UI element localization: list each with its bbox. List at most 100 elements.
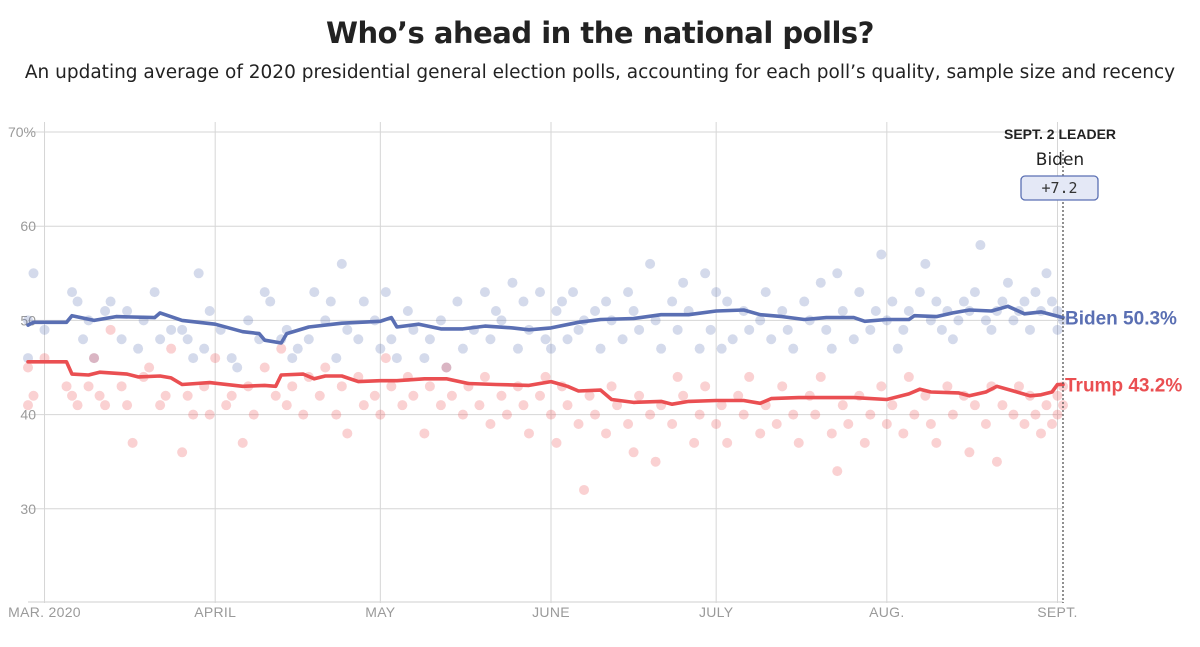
poll-dot-biden (100, 305, 111, 316)
poll-dot-trump (1035, 428, 1046, 439)
poll-dot-trump (518, 400, 529, 411)
poll-dot-trump (700, 381, 711, 392)
poll-dot-biden (188, 353, 199, 364)
poll-dot-biden (435, 315, 446, 326)
poll-dot-biden (496, 315, 507, 326)
x-tick-label: JULY (699, 604, 734, 620)
poll-dot-biden (705, 324, 716, 335)
poll-dot-trump (182, 390, 193, 401)
poll-dot-trump (210, 353, 221, 364)
poll-dot-biden (485, 334, 496, 345)
poll-dot-trump (369, 390, 380, 401)
poll-dot-biden (419, 353, 430, 364)
poll-dot-trump (534, 390, 545, 401)
poll-dot-trump (716, 400, 727, 411)
poll-dot-biden (408, 324, 419, 335)
chart-grid (28, 122, 1063, 603)
poll-dot-trump (226, 390, 237, 401)
poll-dot-trump (1052, 409, 1063, 420)
poll-dot-trump (777, 381, 788, 392)
poll-dot-trump (127, 437, 138, 448)
poll-dot-biden (931, 296, 942, 307)
chart-title: Who’s ahead in the national polls? (325, 16, 875, 50)
poll-dot-trump (689, 437, 700, 448)
poll-dot-biden (265, 296, 276, 307)
poll-dot-biden (656, 343, 667, 354)
poll-dot-trump (755, 428, 766, 439)
poll-dot-trump (551, 437, 562, 448)
average-lines (26, 304, 1065, 407)
poll-dot-biden (694, 343, 705, 354)
poll-dot-biden (512, 343, 523, 354)
poll-dot-trump (1013, 381, 1024, 392)
poll-dot-biden (1030, 287, 1041, 298)
poll-dot-biden (424, 334, 435, 345)
poll-dot-trump (83, 381, 94, 392)
poll-dot-trump (177, 447, 188, 458)
poll-dot-trump (634, 390, 645, 401)
poll-dot-trump (1030, 409, 1041, 420)
poll-dot-trump (601, 428, 612, 439)
y-tick-label: 70% (8, 124, 36, 140)
poll-dot-trump (744, 371, 755, 382)
poll-dot-biden (358, 296, 369, 307)
poll-dot-trump (331, 409, 342, 420)
poll-dot-trump (590, 409, 601, 420)
poll-dot-trump (457, 409, 468, 420)
poll-dot-biden (386, 334, 397, 345)
poll-dot-biden (914, 287, 925, 298)
poll-dot-biden (166, 324, 177, 335)
poll-dot-biden (848, 334, 859, 345)
poll-dot-biden (975, 240, 986, 251)
poll-dot-trump (694, 409, 705, 420)
end-label-biden: Biden 50.3% (1065, 309, 1177, 330)
poll-dot-biden (479, 287, 490, 298)
leader-margin-value: +7.2 (1041, 179, 1077, 197)
poll-dot-trump (435, 400, 446, 411)
poll-dot-biden (837, 305, 848, 316)
x-tick-label: MAR. 2020 (8, 604, 81, 620)
poll-dot-biden (540, 334, 551, 345)
poll-dot-trump (320, 362, 331, 373)
poll-dot-biden (309, 287, 320, 298)
poll-dot-trump (903, 371, 914, 382)
poll-dot-trump (89, 353, 100, 364)
poll-dot-biden (573, 324, 584, 335)
y-tick-label: 30 (20, 501, 36, 517)
poll-dot-biden (122, 305, 133, 316)
poll-dot-trump (23, 400, 33, 411)
poll-dot-trump (678, 390, 689, 401)
poll-dot-trump (160, 390, 171, 401)
poll-dot-trump (28, 390, 39, 401)
poll-dot-trump (397, 400, 408, 411)
poll-dot-biden (799, 296, 810, 307)
poll-dot-trump (738, 409, 749, 420)
poll-dot-trump (336, 381, 347, 392)
poll-dot-biden (149, 287, 160, 298)
poll-dot-trump (793, 437, 804, 448)
poll-dot-biden (259, 287, 270, 298)
poll-dot-biden (518, 296, 529, 307)
poll-dot-biden (969, 287, 980, 298)
poll-dot-trump (281, 400, 292, 411)
poll-dot-trump (221, 400, 232, 411)
poll-dot-biden (116, 334, 127, 345)
poll-dot-trump (1041, 400, 1052, 411)
poll-dot-trump (969, 400, 980, 411)
poll-dot-biden (760, 287, 771, 298)
poll-dot-biden (226, 353, 237, 364)
poll-dot-biden (67, 287, 78, 298)
poll-dot-biden (72, 296, 83, 307)
poll-dot-biden (320, 315, 331, 326)
poll-dot-biden (507, 277, 518, 288)
poll-dot-biden (441, 362, 452, 373)
poll-dot-biden (1041, 268, 1052, 279)
poll-dot-trump (100, 400, 111, 411)
poll-dot-biden (78, 334, 89, 345)
poll-dot-trump (947, 409, 958, 420)
poll-dot-biden (826, 343, 837, 354)
poll-dot-biden (727, 334, 738, 345)
poll-dot-trump (67, 390, 78, 401)
